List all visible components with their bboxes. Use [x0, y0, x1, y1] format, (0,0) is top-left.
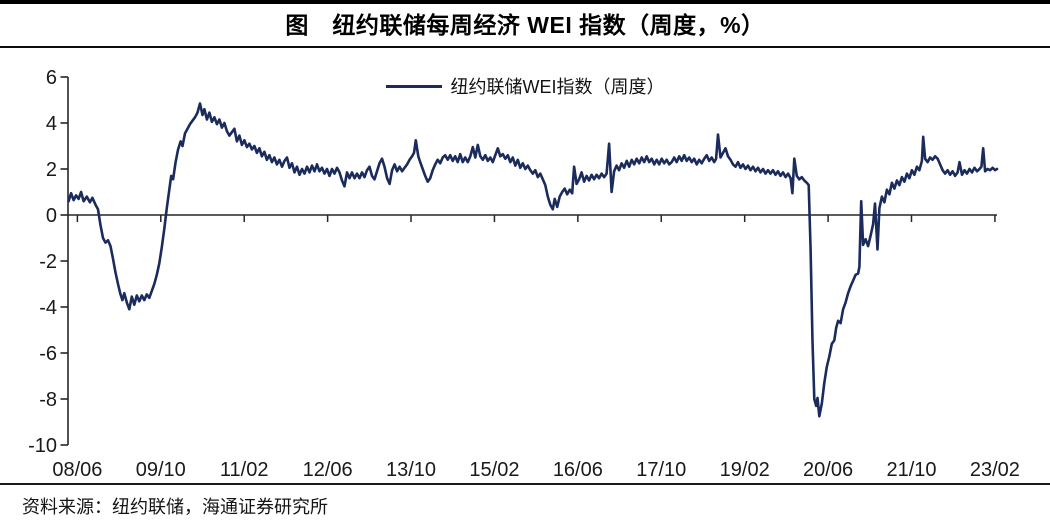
- legend-label: 纽约联储WEI指数（周度）: [450, 77, 665, 97]
- x-tick-label: 12/06: [303, 459, 353, 481]
- chart-title: 图 纽约联储每周经济 WEI 指数（周度，%）: [285, 12, 765, 38]
- title-divider: [0, 46, 1050, 48]
- x-tick-label: 15/02: [469, 459, 519, 481]
- y-tick-label: -6: [39, 343, 57, 365]
- y-tick-label: 0: [46, 205, 57, 227]
- x-tick-label: 23/02: [970, 459, 1020, 481]
- x-tick-label: 20/06: [803, 459, 853, 481]
- x-tick-label: 21/10: [886, 459, 936, 481]
- chart-legend: 纽约联储WEI指数（周度）: [0, 75, 1050, 97]
- y-tick-label: -4: [39, 297, 57, 319]
- y-tick-label: -10: [28, 435, 57, 457]
- x-tick-label: 13/10: [386, 459, 436, 481]
- x-tick-label: 08/06: [52, 459, 102, 481]
- x-tick-label: 19/02: [720, 459, 770, 481]
- x-tick-label: 16/06: [553, 459, 603, 481]
- wei-series-path: [67, 102, 999, 418]
- y-tick-label: 6: [46, 67, 57, 89]
- y-tick-label: -8: [39, 389, 57, 411]
- legend-line-swatch: [385, 84, 442, 88]
- top-rule: [0, 0, 1050, 4]
- x-tick-label: 17/10: [636, 459, 686, 481]
- source-divider: [0, 483, 1050, 485]
- x-tick-label: 09/10: [136, 459, 186, 481]
- y-tick-label: 4: [46, 113, 57, 135]
- y-tick-label: -2: [39, 251, 57, 273]
- y-tick-label: 2: [46, 159, 57, 181]
- source-note: 资料来源：纽约联储，海通证券研究所: [22, 497, 328, 517]
- x-tick-label: 11/02: [220, 459, 269, 481]
